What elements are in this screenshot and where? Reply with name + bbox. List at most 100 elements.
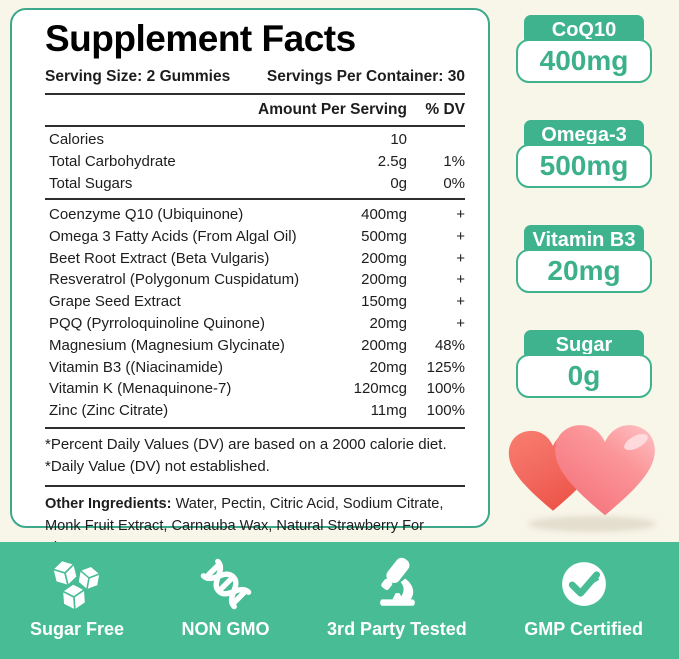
heart-gummies-svg (508, 425, 656, 532)
table-row: Beet Root Extract (Beta Vulgaris) 200mg … (45, 248, 465, 270)
ingredient-dv: 100% (426, 402, 465, 420)
ingredient-name: Vitamin K (Menaquinone-7) (49, 380, 232, 398)
ingredient-amount: 20mg (369, 314, 407, 332)
nutrient-amount: 10 (390, 131, 407, 148)
badge-value: 400mg (516, 39, 652, 83)
table-row: Total Carbohydrate 2.5g 1% (45, 151, 465, 173)
nutrient-dv: 1% (443, 153, 465, 170)
ingredient-name: Magnesium (Magnesium Glycinate) (49, 336, 285, 354)
nutrients-table: Calories 10 Total Carbohydrate 2.5g 1% T… (45, 127, 465, 198)
nutrient-dv (407, 129, 465, 151)
ingredient-amount: 20mg (369, 358, 407, 376)
check-badge-icon (557, 556, 611, 612)
feature-label: 3rd Party Tested (327, 619, 467, 639)
feature-3rd-party-tested: 3rd Party Tested (327, 556, 467, 640)
ingredient-dv: 48% (434, 336, 465, 354)
feature-label: GMP Certified (524, 619, 643, 639)
serving-row: Serving Size: 2 Gummies Servings Per Con… (45, 68, 465, 86)
ingredient-amount: 500mg (361, 227, 407, 245)
badge-value: 20mg (516, 249, 652, 293)
feature-sugar-free: Sugar Free (30, 556, 124, 640)
ingredient-name: Grape Seed Extract (49, 293, 181, 311)
nutrient-name: Total Sugars (49, 175, 133, 192)
ingredient-dv: + (456, 227, 465, 245)
feature-label: NON GMO (181, 619, 270, 639)
ingredient-dv: + (456, 293, 465, 311)
ingredient-amount: 11mg (370, 402, 407, 420)
badge-value: 0g (516, 354, 652, 398)
ingredient-amount: 200mg (361, 271, 407, 289)
footnote-dv-basis: *Percent Daily Values (DV) are based on … (45, 435, 447, 453)
table-row: Coenzyme Q10 (Ubiquinone) 400mg + (45, 204, 465, 226)
ingredient-name: Coenzyme Q10 (Ubiquinone) (49, 206, 244, 223)
ingredient-amount: 120mcg (353, 380, 407, 398)
column-header-dv: % DV (425, 101, 465, 118)
heart-glare (624, 433, 648, 451)
table-row: Resveratrol (Polygonum Cuspidatum) 200mg… (45, 269, 465, 291)
badge-value: 500mg (516, 144, 652, 188)
table-row: Grape Seed Extract 150mg + (45, 291, 465, 313)
ingredients-table: Coenzyme Q10 (Ubiquinone) 400mg + Omega … (45, 200, 465, 427)
serving-size: Serving Size: 2 Gummies (45, 68, 231, 85)
ingredient-amount: 150mg (361, 293, 407, 311)
badge-vitamin-b3: Vitamin B3 20mg (516, 225, 652, 293)
ingredient-dv: + (456, 271, 465, 289)
ingredient-dv: + (456, 249, 465, 267)
nutrient-name: Total Carbohydrate (49, 153, 176, 170)
divider (45, 125, 465, 127)
ingredient-dv: 100% (426, 380, 465, 398)
servings-per-container: Servings Per Container: 30 (266, 68, 465, 85)
ingredient-amount: 400mg (361, 206, 407, 223)
table-row: Zinc (Zinc Citrate) 11mg 100% (45, 400, 465, 422)
ingredient-name: Beet Root Extract (Beta Vulgaris) (49, 249, 270, 267)
table-row: Vitamin B3 ((Niacinamide) 20mg 125% (45, 357, 465, 379)
ingredient-name: Vitamin B3 ((Niacinamide) (49, 358, 223, 376)
badge-omega3: Omega-3 500mg (516, 120, 652, 188)
divider (45, 484, 465, 487)
ingredient-name: PQQ (Pyrroloquinoline Quinone) (49, 314, 265, 332)
feature-gmp-certified: GMP Certified (524, 556, 643, 640)
nutrient-amount: 0g (390, 175, 407, 192)
ingredient-name: Zinc (Zinc Citrate) (49, 402, 169, 420)
footnotes: *Percent Daily Values (DV) are based on … (45, 429, 465, 485)
ingredient-dv: + (456, 314, 465, 332)
other-ingredients-text: Water, Pectin, Citric Acid, Sodium Citra… (45, 495, 444, 556)
highlight-badges: CoQ10 400mg Omega-3 500mg Vitamin B3 20m… (516, 15, 652, 435)
table-row: Omega 3 Fatty Acids (From Algal Oil) 500… (45, 226, 465, 248)
table-row: Magnesium (Magnesium Glycinate) 200mg 48… (45, 335, 465, 357)
ingredient-dv: 125% (426, 358, 465, 376)
feature-label: Sugar Free (30, 619, 125, 639)
features-band: Sugar Free NON GMO (0, 542, 679, 659)
table-row: Vitamin K (Menaquinone-7) 120mcg 100% (45, 378, 465, 400)
feature-non-gmo: NON GMO (182, 556, 270, 640)
ingredient-name: Omega 3 Fatty Acids (From Algal Oil) (49, 227, 297, 245)
other-ingredients-label: Other Ingredients: (45, 495, 172, 512)
table-row: PQQ (Pyrroloquinoline Quinone) 20mg + (45, 313, 465, 335)
nutrient-amount: 2.5g (377, 153, 407, 170)
heart-gummies-image (496, 412, 672, 536)
nutrient-name: Calories (49, 131, 105, 148)
microscope-icon (368, 556, 426, 612)
supplement-facts-panel: Supplement Facts Serving Size: 2 Gummies… (10, 8, 490, 556)
hearts-shadow (528, 516, 656, 532)
dna-icon (197, 556, 255, 612)
badge-sugar: Sugar 0g (516, 330, 652, 398)
divider (45, 198, 465, 200)
divider (45, 426, 465, 429)
footnote-dv-not-established: *Daily Value (DV) not established. (45, 458, 270, 476)
badge-coq10: CoQ10 400mg (516, 15, 652, 83)
ingredient-amount: 200mg (361, 336, 407, 354)
ingredient-name: Resveratrol (Polygonum Cuspidatum) (49, 271, 300, 289)
table-row: Total Sugars 0g 0% (45, 173, 465, 195)
divider (45, 93, 465, 95)
ingredient-amount: 200mg (361, 249, 407, 267)
nutrient-dv: 0% (443, 175, 465, 192)
page-title: Supplement Facts (45, 18, 356, 59)
column-header-amount: Amount Per Serving (258, 101, 407, 118)
table-row: Calories 10 (45, 129, 465, 151)
sugar-cubes-icon (44, 556, 110, 612)
ingredient-dv: + (456, 206, 465, 223)
other-ingredients: Other Ingredients: Water, Pectin, Citric… (45, 493, 465, 559)
table-header-row: Amount Per Serving % DV (45, 95, 465, 125)
